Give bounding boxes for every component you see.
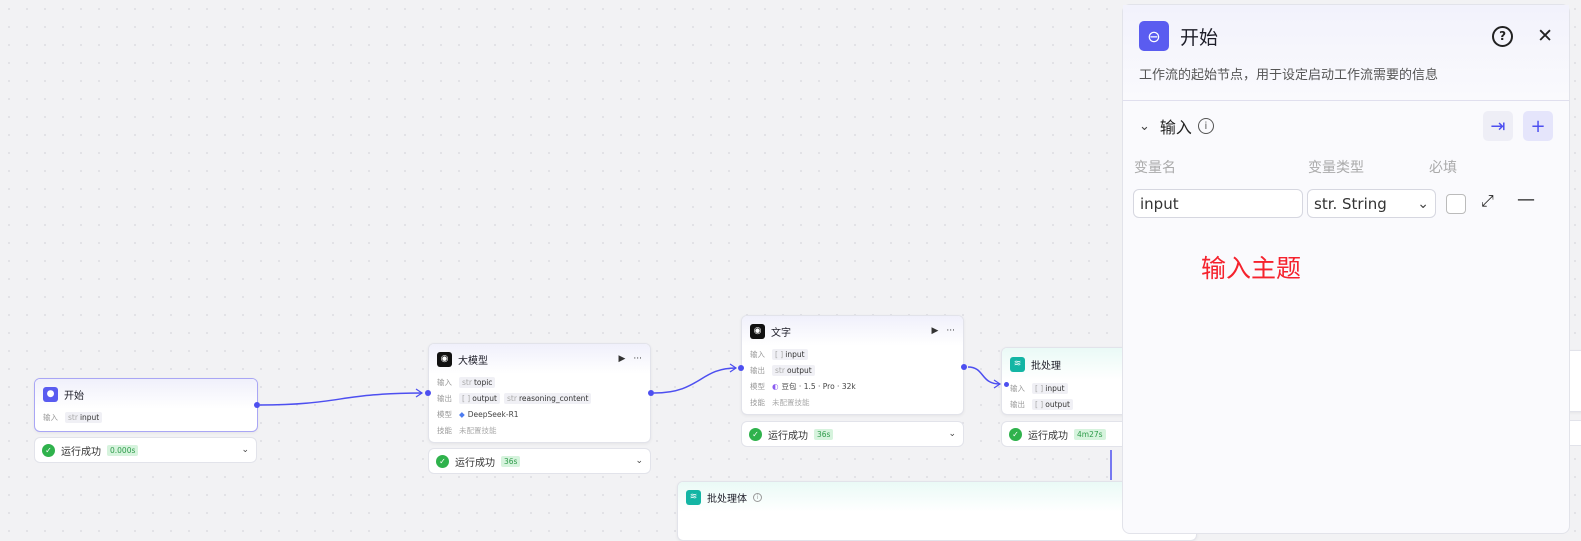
batch-icon: ≋ [686,489,701,505]
panel-title: 开始 [1180,26,1219,49]
chevron-down-icon[interactable]: ⌄ [1139,118,1150,134]
status-bar[interactable]: ✓ 运行成功 36s ⌄ [428,448,651,474]
variable-name-input[interactable]: input [1133,189,1303,218]
start-icon: ● [43,386,58,402]
required-checkbox[interactable] [1446,194,1466,214]
output-port[interactable] [961,364,967,370]
input-port[interactable] [1004,382,1009,387]
node-title: 开始 [64,390,84,402]
expand-icon[interactable]: ⤢ [1481,191,1494,210]
status-bar[interactable]: ✓ 运行成功 0.000s ⌄ [34,437,257,463]
play-icon[interactable]: ▶ [618,354,626,364]
more-icon[interactable]: ··· [633,354,642,364]
chevron-down-icon: ⌄ [1417,195,1429,212]
status-bar[interactable]: ✓ 运行成功 36s ⌄ [741,421,964,447]
check-icon: ✓ [1009,427,1022,441]
panel-description: 工作流的起始节点，用于设定启动工作流需要的信息 [1139,68,1439,83]
import-button[interactable]: ⇥ [1483,111,1513,141]
play-icon[interactable]: ▶ [931,326,939,336]
llm-icon: ◉ [750,323,765,339]
node-text[interactable]: ◉ 文字 ▶ ··· 输入[ ] input 输出 str output 模型 ◐ 豆包 · 1… [741,315,964,415]
chevron-down-icon[interactable]: ⌄ [948,429,956,439]
chevron-down-icon[interactable]: ⌄ [241,445,249,455]
input-port[interactable] [738,365,744,371]
input-section-header: ⌄ 输入 i ⇥ + [1123,106,1569,146]
info-icon: i [753,492,762,502]
check-icon: ✓ [42,443,55,457]
more-icon[interactable]: ··· [946,326,955,336]
chevron-down-icon[interactable]: ⌄ [635,456,643,466]
batch-icon: ≋ [1010,356,1025,372]
remove-variable-icon[interactable]: — [1517,189,1535,210]
edge-text-batch [967,366,1001,385]
output-port[interactable] [648,390,654,396]
check-icon: ✓ [749,427,762,441]
node-start[interactable]: ● 开始 输入 str input [34,378,258,432]
edge-start-llm [259,392,423,406]
add-variable-button[interactable]: + [1523,111,1553,141]
node-llm[interactable]: ◉ 大模型 ▶ ··· 输入 str topic 输出[ ] output str reason… [428,343,651,443]
llm-icon: ◉ [437,351,452,367]
help-icon[interactable]: ? [1492,25,1514,47]
node-batch-body[interactable]: ≋ 批处理体 i [677,481,1197,541]
check-icon: ✓ [436,454,449,468]
edges [259,363,1112,480]
input-port[interactable] [425,390,431,396]
close-icon[interactable]: ✕ [1537,25,1553,47]
start-icon: ⊖ [1139,21,1169,51]
annotation-text: 输入主题 [1201,254,1302,283]
info-icon[interactable]: i [1197,118,1214,134]
edge-llm-text [653,367,737,394]
doubao-icon: ◐ [772,381,779,391]
output-port[interactable] [254,402,260,408]
variable-type-select[interactable]: str. String ⌄ [1307,189,1436,218]
deepseek-icon: ◆ [459,409,465,419]
node-config-panel: ⊖ 开始 ? ✕ 工作流的起始节点，用于设定启动工作流需要的信息 ⌄ 输入 i ⇥ … [1122,4,1570,534]
